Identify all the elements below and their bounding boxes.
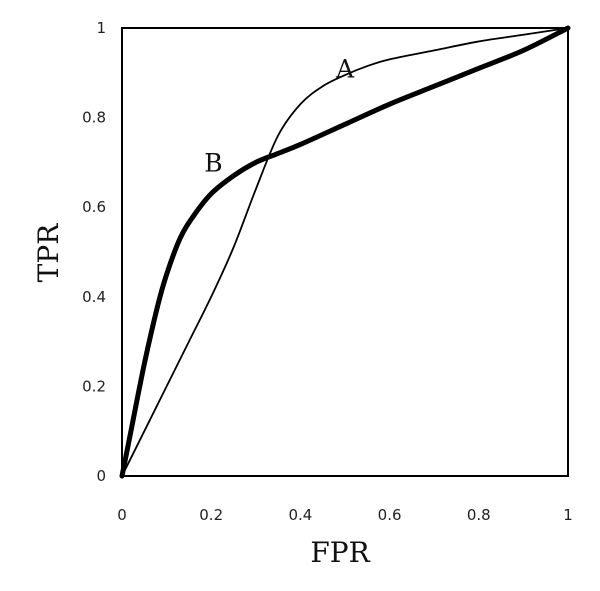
y-tick-label: 0.6 — [82, 198, 106, 216]
plot-frame — [121, 27, 569, 477]
series-group — [119, 25, 571, 479]
series-line-b — [119, 25, 571, 479]
y-axis-ticks: 0 0.2 0.4 0.6 0.8 1 — [82, 19, 106, 485]
curve-label-b: B — [204, 148, 222, 177]
x-tick-label: 0.4 — [288, 506, 312, 524]
y-tick-label: 1 — [96, 19, 106, 37]
x-tick-label: 1 — [563, 506, 573, 524]
y-axis-title: TPR — [32, 223, 65, 283]
y-tick-label: 0 — [96, 467, 106, 485]
curve-label-a: A — [335, 54, 355, 83]
x-tick-label: 0.6 — [378, 506, 402, 524]
y-tick-label: 0.4 — [82, 288, 106, 306]
y-tick-label: 0.8 — [82, 109, 106, 127]
y-tick-label: 0.2 — [82, 377, 106, 395]
x-axis-title: FPR — [310, 536, 370, 569]
x-tick-label: 0.8 — [467, 506, 491, 524]
series-line-a — [121, 27, 569, 477]
x-axis-ticks: 0 0.2 0.4 0.6 0.8 1 — [117, 506, 573, 524]
x-tick-label: 0 — [117, 506, 127, 524]
annotation-group: AB — [204, 54, 355, 177]
x-tick-label: 0.2 — [199, 506, 223, 524]
